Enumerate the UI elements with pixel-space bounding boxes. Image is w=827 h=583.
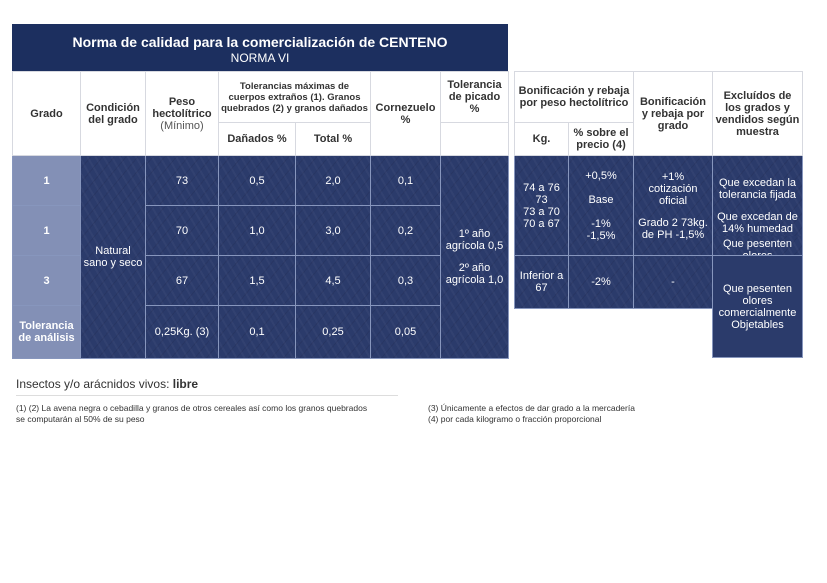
header-excluidos: Excluídos de los grados y vendidos según… <box>712 71 803 156</box>
danados-cell: 0,1 <box>218 305 296 359</box>
bonif-grado-2: Grado 2 73kg. de PH -1,5% <box>638 216 708 241</box>
footnote-4: (4) por cada kilogramo o fracción propor… <box>428 414 602 424</box>
header-peso-label: Peso hectolítrico <box>152 95 212 120</box>
picado-2: 2º año agrícola 1,0 <box>445 262 504 286</box>
header-kg: Kg. <box>514 122 569 156</box>
peso-cell: 70 <box>145 205 219 256</box>
pct-4: -1,5% <box>586 229 616 242</box>
table-row: 1 Natural sano y seco 73 0,5 2,0 0,1 1º … <box>12 155 509 359</box>
header-condicion: Condición del grado <box>80 71 146 156</box>
total-cell: 0,25 <box>295 305 371 359</box>
peso-cell: 67 <box>145 255 219 306</box>
peso-cell: 73 <box>145 155 219 206</box>
table-row: 3 67 1,5 4,5 0,3 <box>12 255 509 306</box>
peso-cell: 0,25Kg. (3) <box>145 305 219 359</box>
footnote-3: (3) Únicamente a efectos de dar grado a … <box>428 403 635 413</box>
grade-table: Grado Condición del grado Peso hectolítr… <box>12 71 509 359</box>
excluidos-1: Que excedan la tolerancia fijada <box>718 176 797 201</box>
grado-cell: 1 <box>12 205 81 256</box>
table-row: Tolerancia de análisis 0,25Kg. (3) 0,1 0… <box>12 305 509 359</box>
cornezuelo-cell: 0,3 <box>370 255 441 306</box>
header-tolerancias: Tolerancias máximas de cuerpos extraños … <box>218 71 371 123</box>
bonif-grado-1: +1% cotización oficial <box>648 170 698 207</box>
excluidos-3: Que pesenten olores comercialmente Objet… <box>718 282 797 331</box>
insects-value: libre <box>172 377 199 391</box>
header-picado-blank <box>440 122 509 156</box>
picado-cell: 1º año agrícola 0,5 2º año agrícola 1,0 <box>440 155 509 359</box>
pct-cell: +0,5% Base -1% -1,5% <box>568 155 634 256</box>
kg-3: 73 a 70 <box>523 205 560 218</box>
kg-4: 70 a 67 <box>523 217 560 230</box>
header-picado: Tolerancia de picado % <box>440 71 509 123</box>
insects-line: Insectos y/o arácnidos vivos: libre <box>16 377 398 396</box>
danados-cell: 1,5 <box>218 255 296 306</box>
header-pct-precio: % sobre el precio (4) <box>568 122 634 156</box>
header-grado: Grado <box>12 71 81 156</box>
pct-inferior-cell: -2% <box>568 255 634 309</box>
cornezuelo-cell: 0,1 <box>370 155 441 206</box>
danados-cell: 0,5 <box>218 155 296 206</box>
kg-2: 73 <box>535 193 548 206</box>
bonif-grado-cell: +1% cotización oficial Grado 2 73kg. de … <box>633 155 713 256</box>
danados-cell: 1,0 <box>218 205 296 256</box>
insects-label: Insectos y/o arácnidos vivos: <box>16 377 173 391</box>
kg-1: 74 a 76 <box>523 181 560 194</box>
bonif-grado-inferior-cell: - <box>633 255 713 309</box>
table-title-banner: Norma de calidad para la comercializació… <box>12 24 508 71</box>
header-cornezuelo: Cornezuelo % <box>370 71 441 156</box>
kg-inferior-cell: Inferior a 67 <box>514 255 569 309</box>
pct-3: -1% <box>591 217 611 230</box>
grado-cell: 3 <box>12 255 81 306</box>
excluidos-olores-overlay: Que pesenten olores comercialmente Objet… <box>712 255 803 358</box>
header-danados: Dañados % <box>218 122 296 156</box>
header-bonif-grado: Bonificación y rebaja por grado <box>633 71 713 156</box>
header-peso: Peso hectolítrico (Mínimo) <box>145 71 219 156</box>
cornezuelo-cell: 0,2 <box>370 205 441 256</box>
total-cell: 3,0 <box>295 205 371 256</box>
grado-cell: Tolerancia de análisis <box>12 305 81 359</box>
header-peso-sub: (Mínimo) <box>160 119 204 132</box>
pct-1: +0,5% <box>585 169 617 182</box>
picado-1: 1º año agrícola 0,5 <box>445 228 504 252</box>
table-title: Norma de calidad para la comercializació… <box>72 34 448 50</box>
bonification-table: Bonificación y rebaja por peso hectolítr… <box>514 71 803 309</box>
kg-cell: 74 a 76 73 73 a 70 70 a 67 <box>514 155 569 256</box>
header-bonif-peso: Bonificación y rebaja por peso hectolítr… <box>514 71 634 123</box>
header-total: Total % <box>295 122 371 156</box>
cornezuelo-cell: 0,05 <box>370 305 441 359</box>
grado-cell: 1 <box>12 155 81 206</box>
total-cell: 2,0 <box>295 155 371 206</box>
table-subtitle: NORMA VI <box>230 51 290 65</box>
table-row: 1 70 1,0 3,0 0,2 <box>12 205 509 256</box>
pct-2: Base <box>588 193 614 206</box>
excluidos-2: Que excedan de 14% humedad <box>717 210 798 235</box>
total-cell: 4,5 <box>295 255 371 306</box>
condicion-cell: Natural sano y seco <box>80 155 146 359</box>
footnote-1-2: (1) (2) La avena negra o cebadilla y gra… <box>16 403 368 424</box>
